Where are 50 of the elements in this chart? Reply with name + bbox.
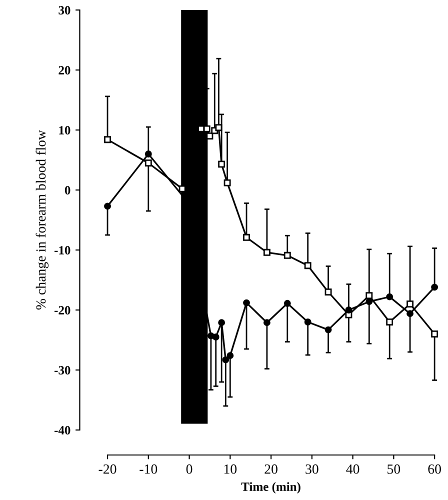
point <box>226 352 234 360</box>
point <box>243 234 250 241</box>
point <box>203 125 210 132</box>
point <box>144 160 152 166</box>
point <box>144 150 152 158</box>
y-tick-label: -30 <box>54 366 70 374</box>
point <box>406 300 414 308</box>
point <box>224 179 231 186</box>
point <box>284 300 291 307</box>
x-tick-label: 10 <box>224 464 237 474</box>
y-tick-label: 10 <box>59 126 70 134</box>
point <box>104 136 111 144</box>
y-tick-label: 0 <box>64 186 70 194</box>
x-tick-label: 60 <box>428 464 441 474</box>
point <box>324 288 332 296</box>
point <box>386 318 394 326</box>
x-tick-label: 50 <box>388 464 400 474</box>
x-tick-label: -20 <box>98 464 116 474</box>
y-tick-label: -40 <box>54 426 70 434</box>
point <box>304 262 312 270</box>
point <box>212 334 220 340</box>
y-tick-label: -10 <box>54 246 70 254</box>
point <box>215 124 222 132</box>
point <box>431 330 438 338</box>
point <box>324 326 332 334</box>
point <box>284 252 291 259</box>
x-axis-title: Time (min) <box>241 482 300 494</box>
x-tick-label: 20 <box>264 464 278 474</box>
point <box>104 202 111 210</box>
point <box>304 318 312 326</box>
point <box>366 292 373 300</box>
y-tick-label: -20 <box>54 306 70 314</box>
point <box>263 248 270 256</box>
point <box>345 306 352 314</box>
y-tick-label: 20 <box>58 66 70 74</box>
point <box>243 299 250 306</box>
point <box>386 293 394 300</box>
point <box>406 310 414 318</box>
point <box>431 284 438 291</box>
point <box>263 319 270 326</box>
point <box>366 298 373 306</box>
x-tick-label: -10 <box>140 464 158 474</box>
point <box>218 160 226 168</box>
x-tick-label: 30 <box>306 464 318 474</box>
x-tick-label: 40 <box>346 464 360 474</box>
y-tick-label: 30 <box>58 6 70 14</box>
point <box>218 319 226 326</box>
x-tick-label: 0 <box>186 464 192 474</box>
point <box>222 356 230 364</box>
y-axis-title: % change in forearm blood flow <box>36 130 48 310</box>
